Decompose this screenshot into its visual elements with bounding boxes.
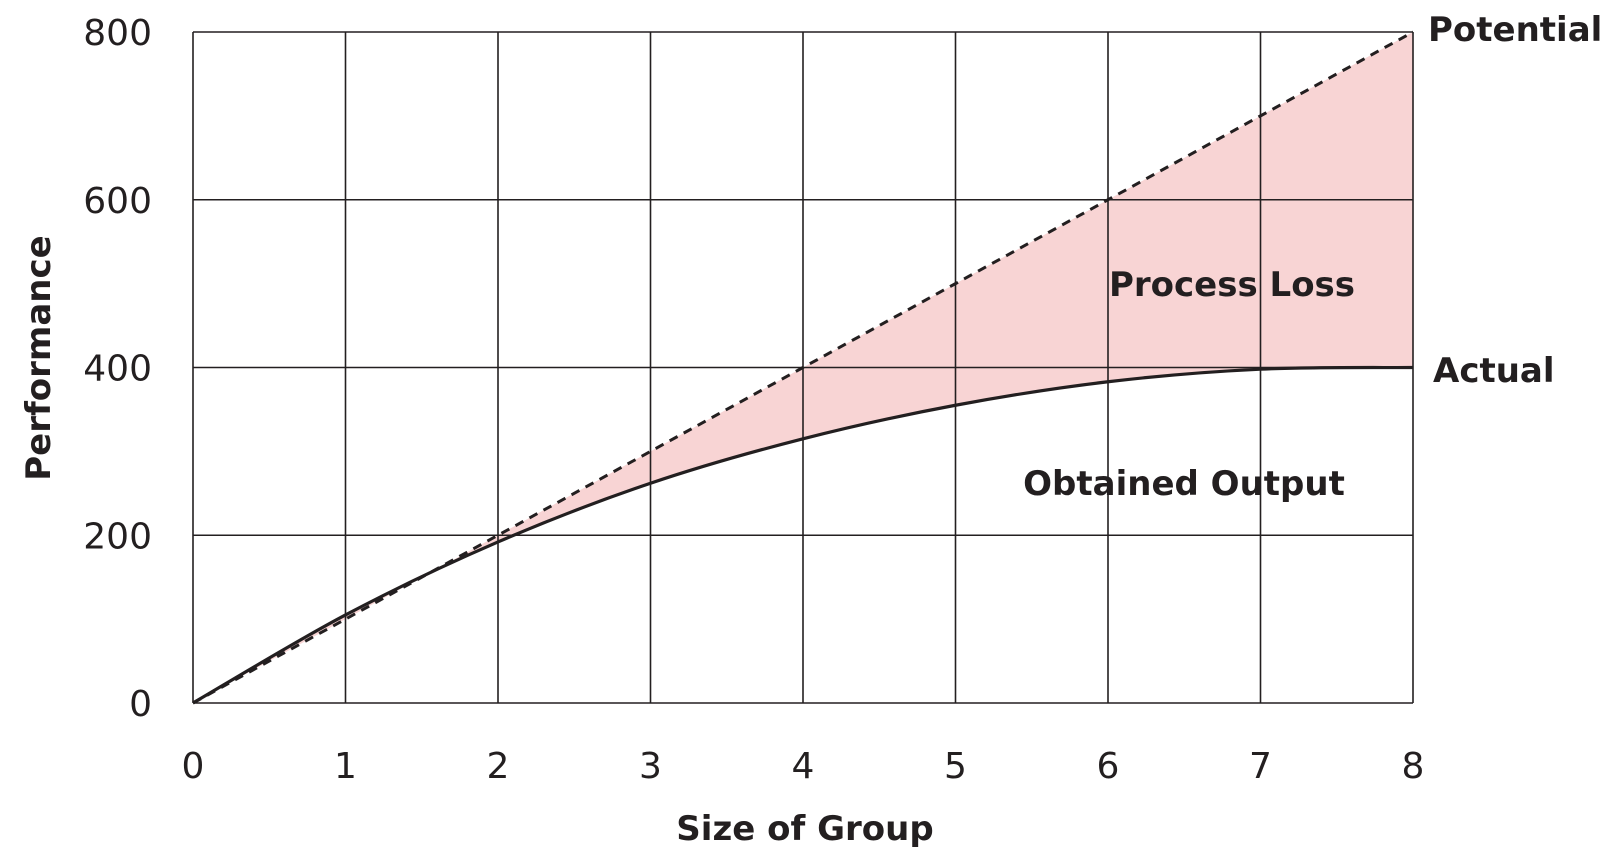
x-tick-label-1: 1 (334, 746, 357, 787)
series-line-potential (192, 30, 1414, 705)
annotation-obtained-output: Obtained Output (1023, 464, 1345, 504)
x-tick-label-5: 5 (944, 746, 967, 787)
y-tick-label-800: 800 (83, 13, 152, 54)
x-tick-label-6: 6 (1097, 746, 1120, 787)
series-label-potential: Potential (1428, 10, 1602, 50)
x-tick-label-0: 0 (182, 746, 205, 787)
x-tick-label-4: 4 (792, 746, 815, 787)
x-tick-label-7: 7 (1249, 746, 1272, 787)
series-line-actual (192, 365, 1414, 705)
tick-layer: 0 1 2 3 4 5 6 7 8 0 200 400 600 800 (83, 13, 1424, 787)
series-layer (192, 30, 1414, 705)
x-axis-label: Size of Group (676, 809, 933, 849)
y-tick-label-400: 400 (83, 349, 152, 390)
x-tick-label-8: 8 (1402, 746, 1425, 787)
annotation-process-loss: Process Loss (1109, 265, 1355, 305)
y-tick-label-200: 200 (83, 516, 152, 557)
y-axis-label: Performance (19, 235, 59, 480)
series-label-actual: Actual (1433, 351, 1555, 391)
x-tick-label-2: 2 (487, 746, 510, 787)
x-tick-label-3: 3 (639, 746, 662, 787)
y-tick-label-600: 600 (83, 181, 152, 222)
y-tick-label-0: 0 (129, 684, 152, 725)
